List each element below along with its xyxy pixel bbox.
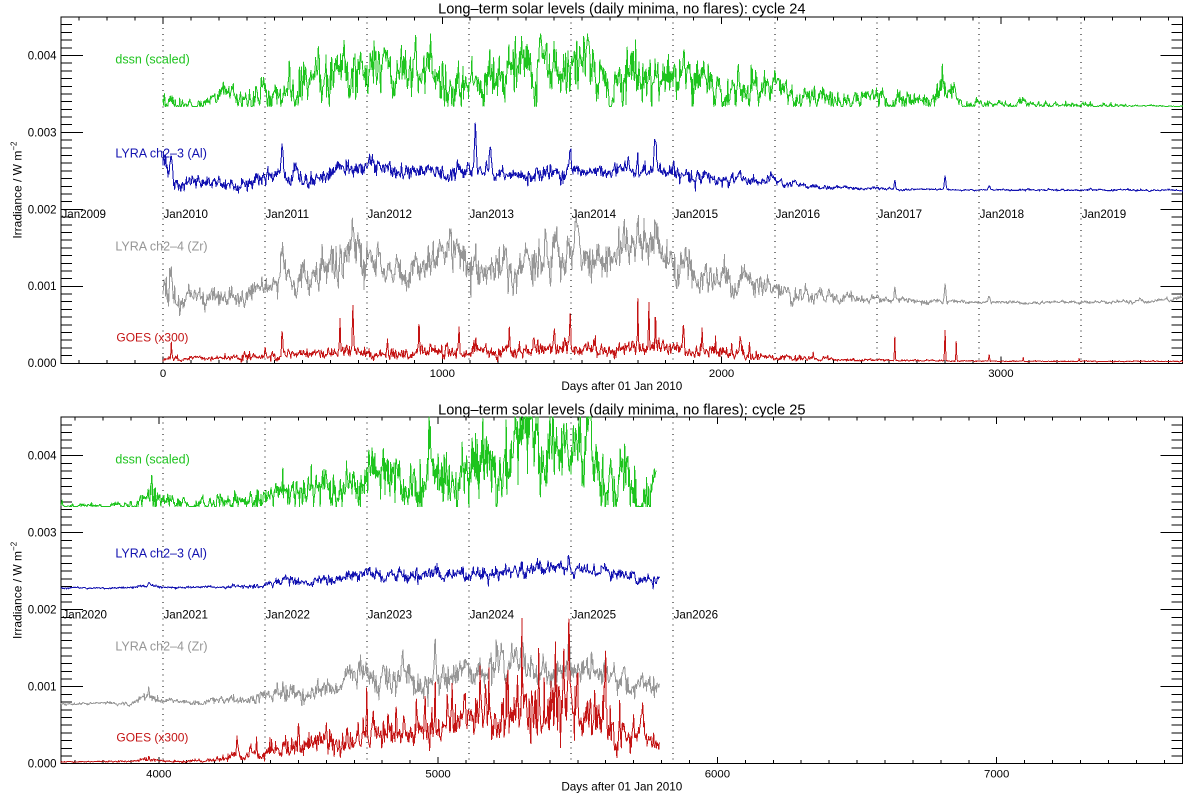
svg-text:6000: 6000 — [705, 769, 730, 781]
svg-text:1000: 1000 — [430, 368, 455, 380]
svg-text:Irradiance / W m−2: Irradiance / W m−2 — [10, 141, 25, 239]
svg-text:Jan2016: Jan2016 — [776, 208, 820, 221]
svg-text:0.003: 0.003 — [28, 528, 57, 540]
svg-text:Long–term solar levels (daily: Long–term solar levels (daily minima, no… — [438, 403, 805, 419]
svg-text:3000: 3000 — [988, 368, 1013, 380]
svg-text:0.004: 0.004 — [28, 50, 57, 62]
svg-text:0.000: 0.000 — [28, 358, 57, 370]
svg-text:Jan2015: Jan2015 — [674, 208, 718, 221]
svg-text:GOES (x300): GOES (x300) — [116, 331, 188, 345]
svg-text:0.003: 0.003 — [28, 127, 57, 139]
svg-text:Jan2020: Jan2020 — [63, 608, 107, 621]
svg-text:Jan2023: Jan2023 — [368, 608, 412, 621]
svg-text:Jan2025: Jan2025 — [572, 608, 616, 621]
svg-text:Jan2026: Jan2026 — [674, 608, 718, 621]
svg-text:0.001: 0.001 — [28, 281, 57, 293]
svg-text:0.002: 0.002 — [28, 204, 57, 216]
svg-text:Irradiance / W m−2: Irradiance / W m−2 — [10, 541, 25, 639]
svg-text:LYRA ch2–4 (Zr): LYRA ch2–4 (Zr) — [115, 640, 207, 654]
svg-text:0.000: 0.000 — [28, 759, 57, 771]
svg-text:Jan2011: Jan2011 — [266, 208, 310, 221]
svg-text:7000: 7000 — [984, 769, 1009, 781]
svg-text:2000: 2000 — [709, 368, 734, 380]
svg-text:Jan2022: Jan2022 — [266, 608, 310, 621]
svg-text:0.004: 0.004 — [28, 451, 57, 463]
svg-text:dssn (scaled): dssn (scaled) — [115, 453, 189, 467]
svg-text:Jan2013: Jan2013 — [470, 208, 514, 221]
svg-text:Jan2018: Jan2018 — [980, 208, 1024, 221]
svg-text:dssn (scaled): dssn (scaled) — [115, 53, 189, 67]
svg-text:Jan2017: Jan2017 — [878, 208, 922, 221]
svg-text:Jan2014: Jan2014 — [572, 208, 617, 221]
svg-text:Jan2009: Jan2009 — [62, 208, 106, 221]
svg-text:LYRA ch2–4 (Zr): LYRA ch2–4 (Zr) — [115, 240, 207, 254]
svg-text:Jan2010: Jan2010 — [164, 208, 208, 221]
svg-text:Days after 01 Jan 2010: Days after 01 Jan 2010 — [561, 380, 682, 393]
svg-text:Jan2024: Jan2024 — [470, 608, 515, 621]
svg-text:0: 0 — [160, 368, 166, 380]
svg-text:Jan2021: Jan2021 — [164, 608, 208, 621]
svg-text:GOES (x300): GOES (x300) — [116, 731, 188, 745]
svg-text:LYRA ch2–3 (Al): LYRA ch2–3 (Al) — [115, 547, 206, 561]
svg-text:0.002: 0.002 — [28, 605, 57, 617]
svg-text:Jan2012: Jan2012 — [368, 208, 412, 221]
svg-text:Jan2019: Jan2019 — [1082, 208, 1126, 221]
svg-text:0.001: 0.001 — [28, 682, 57, 694]
svg-text:4000: 4000 — [146, 769, 171, 781]
svg-text:5000: 5000 — [425, 769, 450, 781]
svg-text:Long–term solar levels (daily: Long–term solar levels (daily minima, no… — [438, 2, 805, 18]
svg-text:Days after 01 Jan 2010: Days after 01 Jan 2010 — [561, 781, 682, 794]
svg-text:LYRA ch2–3 (Al): LYRA ch2–3 (Al) — [115, 147, 206, 161]
